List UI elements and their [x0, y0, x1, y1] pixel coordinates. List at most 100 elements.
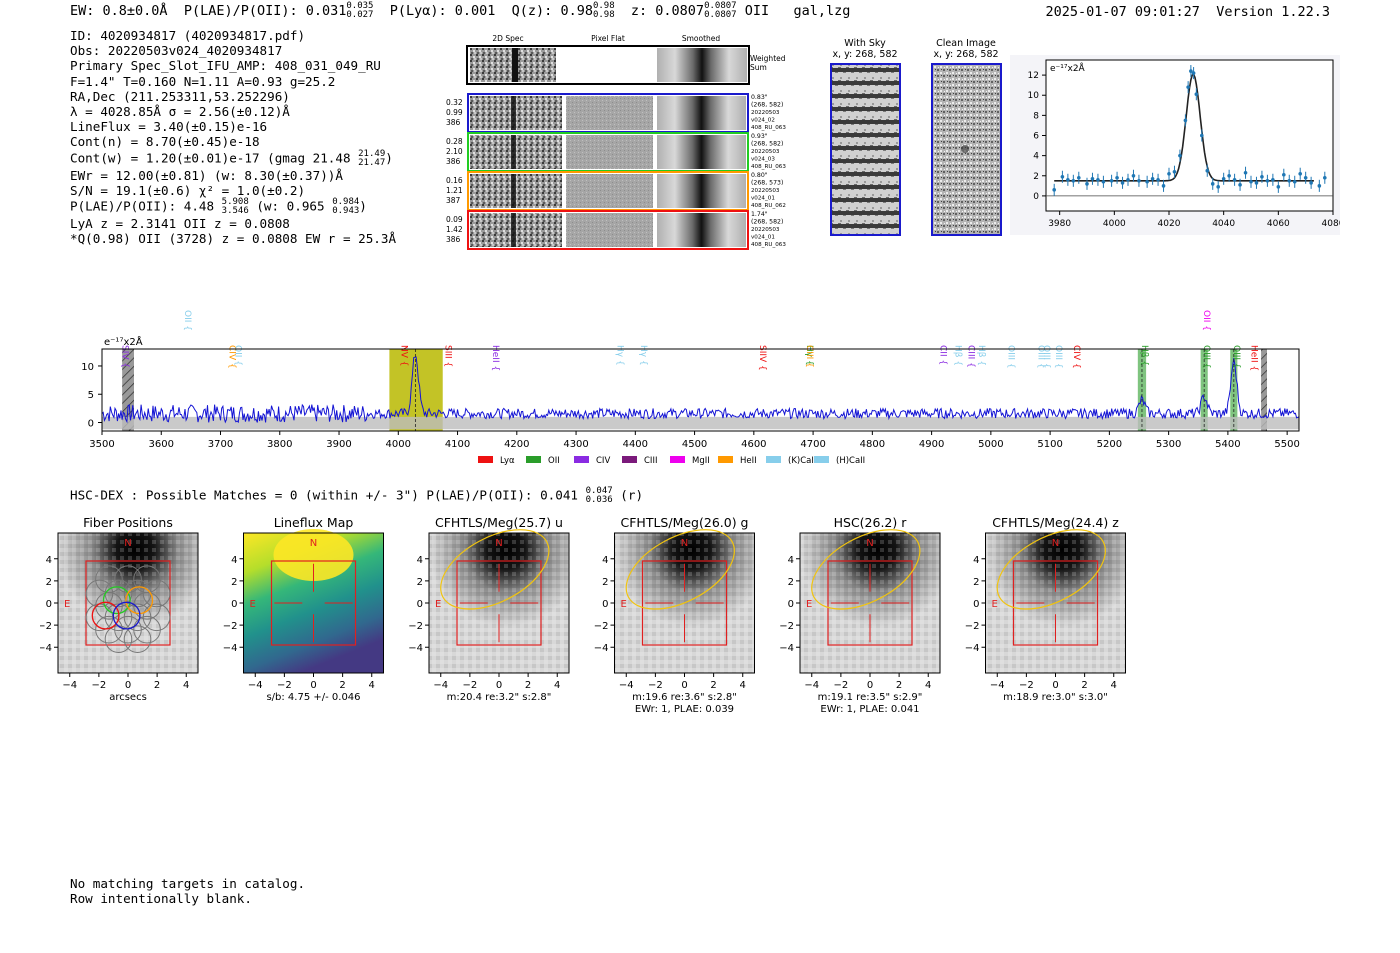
fit-point — [1120, 181, 1125, 185]
cutout-right-label: (268, 573) — [751, 180, 783, 187]
fiber-circle-green — [102, 586, 131, 615]
panel-ytick-label: 0 — [788, 599, 794, 610]
panel-title: Lineflux Map — [274, 515, 354, 530]
cutout-right-label: 0.93" — [751, 133, 768, 140]
legend-label: (H)CaII — [836, 456, 865, 465]
fit-xtick-label: 4020 — [1158, 219, 1181, 229]
panel-xtick-label: 0 — [1052, 680, 1058, 691]
panel-ytick-label: 0 — [231, 599, 237, 610]
panel-title: CFHTLS/Meg(24.4) z — [992, 515, 1119, 530]
cutout-2dspec-line — [511, 96, 516, 130]
legend-label: CIV — [596, 456, 610, 465]
legend-swatch — [814, 456, 829, 463]
cutout-2dspec-line — [511, 174, 516, 208]
fit-point — [1150, 176, 1155, 181]
info-plae: P(LAE)/P(OII): 4.48 5.908 3.546 (w: 0.965… — [70, 197, 367, 217]
panel-ytick-label: −2 — [40, 621, 52, 632]
spectral-line-label: CIV { — [1071, 345, 1081, 369]
fiber-circle — [133, 592, 161, 620]
panel-ytick-label: 2 — [788, 577, 794, 588]
fit-point — [1156, 177, 1160, 182]
panel-ytick-label: 4 — [231, 555, 237, 566]
cutout-left-label: 386 — [446, 235, 461, 244]
fit-point — [1260, 174, 1264, 179]
fit-point — [1282, 172, 1286, 177]
panel-caption-2: EWr: 1, PLAE: 0.041 — [820, 704, 919, 715]
spec-ytick-label: 10 — [81, 362, 94, 373]
cutout-right-label: v024_01 — [751, 196, 775, 202]
footer-line2: Row intentionally blank. — [70, 891, 252, 906]
info-lambda: λ = 4028.85Å σ = 2.56(±0.12)Å — [70, 104, 290, 120]
panel-ytick-label: 4 — [788, 555, 794, 566]
fit-ytick-label: 2 — [1033, 172, 1039, 182]
east-label: E — [621, 599, 627, 610]
flags: gal,lzg — [793, 3, 851, 19]
spec-xtick-label: 5100 — [1037, 439, 1062, 450]
clean-title-block: Clean Image x, y: 268, 582 — [931, 38, 1001, 60]
legend-label: OII — [548, 456, 560, 465]
cutout-left-label: 1.21 — [446, 186, 463, 195]
cutout-right-label: (268, 582) — [751, 102, 783, 109]
spec-xtick-label: 4200 — [504, 439, 529, 450]
panel-caption: s/b: 4.75 +/- 0.046 — [266, 692, 360, 703]
fit-xtick-label: 3980 — [1048, 219, 1071, 229]
panel-ytick-label: −4 — [965, 643, 980, 654]
spectral-line-label: OIII { — [1041, 345, 1051, 369]
panel-ytick-label: 0 — [602, 599, 608, 610]
error-band — [102, 416, 1299, 430]
spectral-line-label: Hγ { — [804, 345, 814, 366]
sky-title: With Sky — [844, 38, 886, 49]
weighted-sum-smoothed — [657, 48, 747, 82]
panel-xtick-label: 2 — [154, 680, 160, 691]
spectral-line-label: OII { — [1201, 310, 1211, 331]
fit-point — [1323, 175, 1327, 180]
spectral-line-label: Hβ { — [1139, 345, 1149, 366]
panel-ytick-label: −4 — [40, 643, 52, 654]
fit-point — [1178, 153, 1182, 158]
north-label: N — [866, 538, 873, 549]
fit-point — [1210, 182, 1215, 186]
spectral-line-label: CIII { — [804, 345, 814, 368]
fit-point — [1200, 133, 1204, 138]
fit-point — [1145, 180, 1149, 184]
z-value: z: 0.0807 — [630, 3, 705, 19]
north-label: N — [310, 538, 317, 549]
panel-xtick-label: 2 — [1081, 680, 1087, 691]
spec-xtick-label: 4000 — [386, 439, 411, 450]
masked-hatch-band — [1261, 349, 1268, 431]
panel-caption: arcsecs — [109, 692, 147, 703]
panel-ytick-label: −2 — [965, 621, 980, 632]
legend-swatch — [622, 456, 637, 463]
cutout-right-label: 0.83" — [751, 94, 768, 101]
qz-range: 0.98 0.98 — [592, 1, 615, 20]
fit-ylabel: e⁻¹⁷x2Å — [1050, 62, 1086, 74]
cutout-right-label: 408_RU_063 — [751, 125, 786, 131]
fit-point — [1221, 176, 1226, 181]
info-contw: Cont(w) = 1.20(±0.01)e-17 (gmag 21.48 21… — [70, 148, 393, 168]
panel-ytick-label: 0 — [973, 599, 979, 610]
aperture-box — [270, 560, 357, 646]
spec-ytick-label: 5 — [88, 390, 94, 401]
aperture-box — [456, 560, 542, 646]
cutout-right-label: 0.80" — [751, 172, 768, 179]
info-params: F=1.4" T=0.160 N=1.11 A=0.93 g=25.2 — [70, 73, 336, 89]
spectral-line-label: SIII { — [443, 345, 453, 367]
cutout-smoothed — [657, 213, 746, 247]
spectral-line-label: Hβ { — [952, 345, 962, 366]
fit-point — [1137, 179, 1141, 183]
spectral-line-label: CIII { — [965, 345, 975, 368]
weighted-sum-line — [512, 48, 518, 82]
panel-xtick-label: 0 — [310, 680, 316, 691]
info-contn: Cont(n) = 8.70(±0.45)e-18 — [70, 134, 260, 150]
version: Version 1.22.3 — [1216, 4, 1330, 20]
panel-title: CFHTLS/Meg(25.7) u — [435, 515, 563, 530]
spec-xtick-label: 3900 — [326, 439, 351, 450]
cutout-left-label: 0.16 — [446, 176, 463, 185]
east-label: E — [435, 599, 441, 610]
spectrum-line — [101, 356, 1300, 424]
panel-ytick-label: 2 — [46, 577, 52, 588]
cutout-left-label: 386 — [446, 118, 461, 127]
spec-xtick-label: 4300 — [563, 439, 588, 450]
spec-xtick-label: 4100 — [445, 439, 470, 450]
fit-point — [1298, 171, 1302, 176]
